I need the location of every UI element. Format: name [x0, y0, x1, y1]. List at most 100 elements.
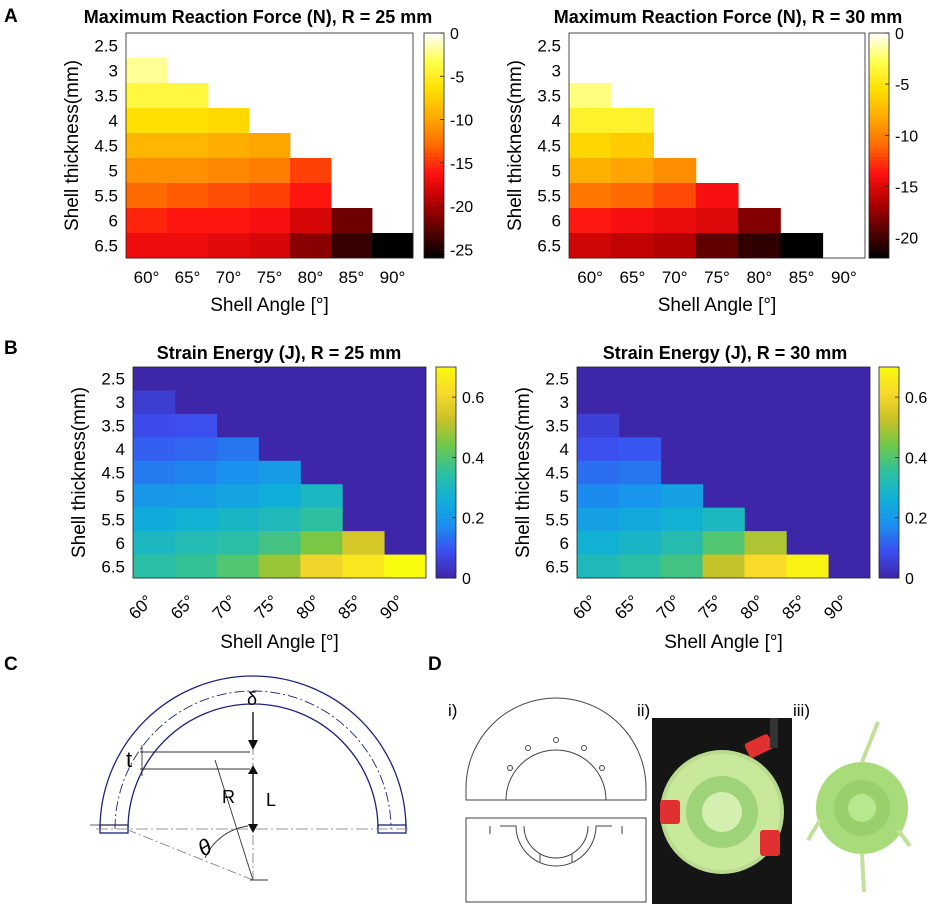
colorbar-segment	[436, 377, 456, 382]
colorbar-segment	[424, 100, 444, 105]
colorbar-segment	[869, 209, 889, 214]
colorbar-segment	[869, 175, 889, 180]
colorbar-segment	[436, 444, 456, 449]
heatmap-cell	[133, 484, 176, 509]
colorbar-segment	[436, 405, 456, 410]
colorbar-segment	[436, 500, 456, 505]
mold-top-outline	[465, 697, 647, 801]
colorbar-segment	[424, 216, 444, 221]
colorbar-segment	[869, 115, 889, 120]
colorbar-segment	[879, 437, 899, 442]
colorbar-segment	[424, 205, 444, 210]
y-axis-label: Shell thickness(mm)	[505, 60, 526, 231]
y-tick-label: 6	[560, 534, 569, 553]
colorbar-segment	[879, 567, 899, 572]
colorbar-segment	[879, 444, 899, 449]
subpanel-label-i: i)	[448, 701, 457, 720]
heatmap-cell	[577, 413, 620, 438]
colorbar-segment	[424, 235, 444, 240]
colorbar-segment	[869, 44, 889, 49]
heatmap-force-r25: Maximum Reaction Force (N), R = 25 mm 2.5…	[62, 7, 473, 316]
colorbar-tick-label: -10	[895, 128, 918, 145]
y-tick-label: 6.5	[537, 237, 561, 256]
x-tick-label: 75°	[251, 591, 283, 623]
mold-bottom-cavity-inner	[523, 825, 589, 859]
colorbar-segment	[436, 532, 456, 537]
colorbar-segment	[436, 490, 456, 495]
y-tick-label: 6	[109, 212, 118, 231]
heatmap-cell	[611, 133, 654, 159]
heatmap-cell	[133, 413, 176, 438]
colorbar-segment	[424, 108, 444, 113]
heatmap-cell	[611, 108, 654, 134]
heatmap-cell	[618, 460, 662, 485]
colorbar-segment	[424, 55, 444, 60]
colorbar-segment	[879, 388, 899, 393]
colorbar-segment	[424, 134, 444, 139]
heatmap-cell	[133, 390, 176, 415]
x-tick-label: 90°	[820, 591, 852, 623]
colorbar-segment	[424, 149, 444, 154]
heatmap-cell	[126, 108, 168, 134]
colorbar-segment	[879, 504, 899, 509]
heatmap-cell	[702, 507, 745, 532]
colorbar-segment	[869, 123, 889, 128]
colorbar-segment	[869, 104, 889, 109]
colorbar-segment	[869, 198, 889, 203]
colorbar-segment	[869, 126, 889, 131]
heatmap-cell	[126, 208, 168, 234]
y-tick-label: 6	[552, 212, 561, 231]
colorbar-tick-label: 0	[905, 571, 914, 588]
colorbar-segment	[424, 153, 444, 158]
colorbar-segment	[424, 85, 444, 90]
colorbar-segment	[436, 542, 456, 547]
colorbar-segment	[879, 433, 899, 438]
colorbar-segment	[869, 145, 889, 150]
x-tick-label: 70°	[216, 268, 242, 287]
colorbar-tick-label: -10	[450, 113, 473, 130]
colorbar-tick-label: -20	[450, 199, 473, 216]
y-tick-label: 4.5	[545, 464, 569, 483]
colorbar-segment	[869, 100, 889, 105]
heatmap-cell	[290, 233, 332, 259]
heatmap-cell	[611, 158, 654, 184]
colorbar-segment	[424, 231, 444, 236]
colorbar-segment	[879, 391, 899, 396]
y-tick-label: 5	[560, 487, 569, 506]
colorbar-segment	[436, 391, 456, 396]
colorbar-segment	[869, 171, 889, 176]
heatmap-cell	[300, 507, 343, 532]
colorbar-segment	[424, 111, 444, 116]
y-tick-label: 6.5	[545, 557, 569, 576]
heatmap-cell	[577, 437, 620, 462]
final-part-photo	[806, 721, 912, 893]
colorbar-segment	[879, 493, 899, 498]
colorbar-segment	[869, 160, 889, 165]
heatmap-cell	[618, 554, 662, 579]
mold-hole	[553, 737, 559, 743]
heatmap-cell	[216, 460, 259, 485]
colorbar-segment	[424, 89, 444, 94]
heatmap-cell	[653, 183, 697, 209]
heatmap-cell	[653, 208, 697, 234]
plot-frame	[576, 366, 871, 579]
heatmap-cell	[216, 531, 259, 555]
colorbar-segment	[424, 179, 444, 184]
y-tick-label: 2.5	[94, 37, 118, 56]
colorbar-segment	[436, 426, 456, 431]
heatmap-cell	[577, 554, 620, 579]
colorbar-segment	[869, 216, 889, 221]
colorbar-segment	[879, 500, 899, 505]
colorbar-tick-label: -5	[450, 69, 464, 86]
colorbar-segment	[424, 224, 444, 229]
colorbar-segment	[869, 138, 889, 143]
colorbar-segment	[869, 149, 889, 154]
heatmap-cell	[569, 133, 612, 159]
heatmap-cell	[174, 460, 218, 485]
colorbar-segment	[879, 560, 899, 565]
colorbar-segment	[424, 156, 444, 161]
heatmap-cell	[167, 208, 209, 234]
heatmap-cell	[660, 484, 703, 509]
heatmap-cell	[167, 108, 209, 134]
colorbar-tick-label: 0.2	[462, 511, 484, 528]
